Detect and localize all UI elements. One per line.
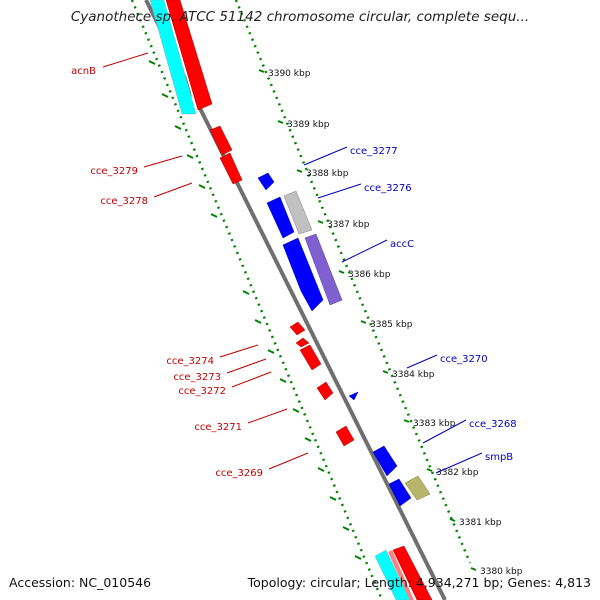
cce3271-gene-arrow[interactable] xyxy=(335,425,355,447)
misc-feature-accC[interactable] xyxy=(304,233,343,306)
inner-ruler-tick xyxy=(279,378,287,383)
scale-tick-label: 3383 kbp xyxy=(413,419,456,429)
forward-gene-label[interactable]: cce_3272 xyxy=(178,386,226,397)
inner-ruler-tick xyxy=(292,408,300,413)
scale-tick-mark xyxy=(470,567,477,571)
forward-gene-label[interactable]: cce_3269 xyxy=(215,468,263,479)
rrna-feature-bottom-b[interactable] xyxy=(388,550,414,600)
inner-ruler-tick xyxy=(342,526,350,531)
reverse-gene-label[interactable]: smpB xyxy=(485,452,513,463)
scale-tick-label: 3385 kbp xyxy=(370,320,413,330)
reverse-gene-leader-line xyxy=(303,146,348,166)
scale-tick-label: 3389 kbp xyxy=(287,120,330,130)
reverse-gene-leader-line xyxy=(422,419,467,444)
cce3274-gene-arrow[interactable] xyxy=(299,344,322,371)
reverse-gene-leader-line xyxy=(317,183,362,199)
forward-gene-cce3279-part1[interactable] xyxy=(209,125,233,156)
scale-tick-mark xyxy=(426,468,433,472)
topology-text: Topology: circular; Length: 4,934,271 bp… xyxy=(247,575,591,590)
forward-gene-label[interactable]: cce_3271 xyxy=(194,422,242,433)
inner-ruler-tick xyxy=(267,349,275,354)
inner-ruler-tick xyxy=(148,60,156,65)
inner-ruler-tick xyxy=(198,184,206,189)
inner-ruler-tick xyxy=(242,290,250,295)
trna-feature[interactable] xyxy=(283,190,313,235)
forward-gene-small-1[interactable] xyxy=(289,321,306,336)
scale-tick-label: 3382 kbp xyxy=(436,468,479,478)
scale-tick-mark xyxy=(296,169,303,173)
reverse-gene-leader-line xyxy=(341,239,388,263)
scale-tick-mark xyxy=(277,120,284,124)
inner-ruler-tick xyxy=(174,125,182,130)
forward-gene-leader-line xyxy=(226,358,267,374)
forward-gene-label[interactable]: cce_3274 xyxy=(166,356,214,367)
forward-gene-leader-line xyxy=(268,452,309,470)
cce3270-gene-arrow[interactable] xyxy=(348,391,359,401)
scale-tick-label: 3384 kbp xyxy=(392,370,435,380)
inner-ruler-tick xyxy=(186,154,194,159)
forward-gene-leader-line xyxy=(231,371,272,388)
inner-ruler-tick xyxy=(161,93,169,98)
inner-ruler-tick xyxy=(317,467,325,472)
reverse-gene-leader-line xyxy=(435,452,483,474)
scale-tick-mark xyxy=(382,370,389,374)
cce3279-gene-arrow[interactable] xyxy=(219,152,243,185)
cce3268-gene-arrow[interactable] xyxy=(372,445,398,477)
forward-gene-small-2[interactable] xyxy=(295,337,310,348)
inner-ruler-tick xyxy=(304,437,312,442)
reverse-gene-label[interactable]: accC xyxy=(390,239,414,250)
gene-labels: acnB cce_3279 cce_3278 cce_3274 cce_3273 cce_… xyxy=(71,52,517,479)
forward-gene-label[interactable]: cce_3279 xyxy=(90,166,138,177)
scale-tick-label: 3386 kbp xyxy=(348,270,391,280)
scale-tick-label: 3381 kbp xyxy=(459,518,502,528)
cce3276-gene-arrow[interactable] xyxy=(266,196,295,239)
gene-features xyxy=(149,0,433,600)
other-feature-smpB[interactable] xyxy=(404,475,431,501)
scale-ticks: 3390 kbp 3389 kbp 3388 kbp 3387 kbp 3386 kbp… xyxy=(148,60,523,577)
rrna-feature-bottom[interactable] xyxy=(374,549,411,600)
rrna-feature-top[interactable] xyxy=(149,0,197,115)
map-title: Cyanothece sp. ATCC 51142 chromosome cir… xyxy=(70,9,530,25)
forward-gene-label[interactable]: acnB xyxy=(71,66,96,77)
inner-ruler-tick xyxy=(210,213,218,218)
scale-tick-mark xyxy=(338,270,345,274)
scale-tick-mark xyxy=(360,320,367,324)
forward-gene-label[interactable]: cce_3278 xyxy=(100,196,148,207)
forward-gene-leader-line xyxy=(153,182,193,198)
reverse-gene-label[interactable]: cce_3270 xyxy=(440,354,488,365)
scale-tick-mark xyxy=(317,220,324,224)
forward-gene-bottom[interactable] xyxy=(392,545,433,600)
forward-gene-leader-line xyxy=(247,408,288,424)
scale-tick-mark xyxy=(403,419,410,423)
reverse-gene-label[interactable]: cce_3276 xyxy=(364,183,412,194)
reverse-gene-leader-line xyxy=(406,354,438,369)
scale-tick-label: 3390 kbp xyxy=(268,69,311,79)
forward-gene-leader-line xyxy=(219,344,259,358)
ruler-inner-dotted xyxy=(130,0,384,600)
accession-text: Accession: NC_010546 xyxy=(9,575,152,590)
cce3277-gene-arrow[interactable] xyxy=(257,172,275,191)
scale-tick-label: 3380 kbp xyxy=(480,567,523,577)
smpB-gene-arrow[interactable] xyxy=(388,478,412,507)
scale-tick-label: 3387 kbp xyxy=(327,220,370,230)
rrna-feature-top-b[interactable] xyxy=(165,0,199,114)
scale-tick-label: 3388 kbp xyxy=(306,169,349,179)
inner-ruler-tick xyxy=(254,319,262,324)
inner-ruler-tick xyxy=(354,555,362,560)
reverse-gene-label[interactable]: cce_3268 xyxy=(469,419,517,430)
forward-gene-leader-line xyxy=(102,52,149,68)
scale-tick-mark xyxy=(258,69,265,73)
acnB-gene-arrow[interactable] xyxy=(165,0,213,111)
scale-tick-mark xyxy=(449,518,456,522)
cce3272-gene-arrow[interactable] xyxy=(316,381,334,401)
ruler-outer-dotted xyxy=(234,0,472,564)
inner-ruler-tick xyxy=(329,496,337,501)
forward-gene-label[interactable]: cce_3273 xyxy=(173,372,221,383)
reverse-gene-label[interactable]: cce_3277 xyxy=(350,146,398,157)
forward-gene-leader-line xyxy=(143,155,183,168)
accC-gene-arrow[interactable] xyxy=(282,237,324,312)
